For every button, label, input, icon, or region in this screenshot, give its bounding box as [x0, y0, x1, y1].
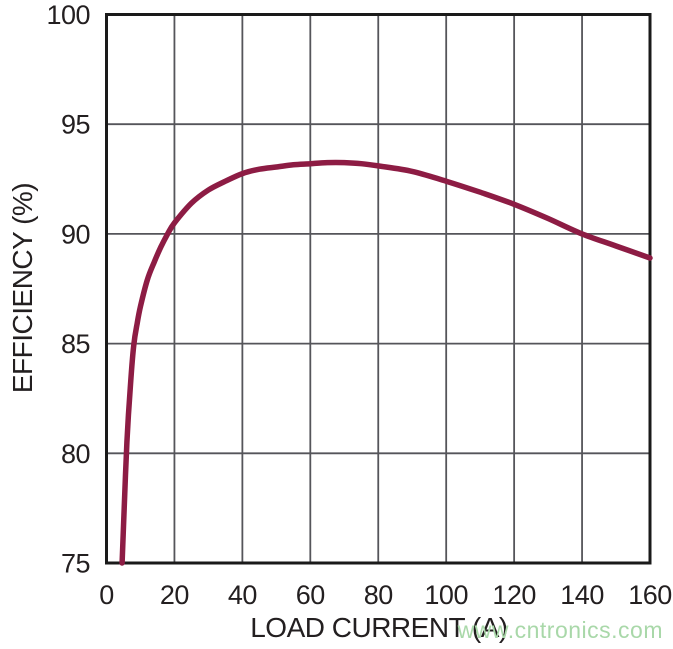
y-tick-label: 90	[61, 219, 90, 249]
x-tick-label: 80	[364, 580, 393, 610]
x-axis-tick-labels: 0 20 40 60 80 100 120 140 160	[99, 580, 672, 610]
x-axis-title: LOAD CURRENT (A)	[250, 612, 508, 643]
x-tick-label: 0	[99, 580, 114, 610]
y-tick-label: 85	[61, 329, 90, 359]
x-tick-label: 40	[228, 580, 257, 610]
y-tick-label: 80	[61, 439, 90, 469]
x-tick-label: 140	[560, 580, 604, 610]
x-tick-label: 160	[628, 580, 672, 610]
y-tick-label: 95	[61, 110, 90, 140]
x-tick-label: 60	[296, 580, 325, 610]
x-tick-label: 100	[424, 580, 468, 610]
y-tick-label: 100	[46, 0, 90, 30]
x-tick-label: 120	[492, 580, 536, 610]
watermark: www.cntronics.com	[457, 617, 663, 643]
grid-lines	[105, 13, 651, 564]
plot-frame	[105, 13, 652, 565]
x-tick-label: 20	[160, 580, 189, 610]
y-axis-title: EFFICIENCY (%)	[7, 183, 38, 393]
efficiency-curve	[119, 159, 653, 566]
y-tick-label: 75	[61, 549, 90, 579]
y-axis-tick-labels: 75 80 85 90 95 100	[46, 0, 90, 579]
